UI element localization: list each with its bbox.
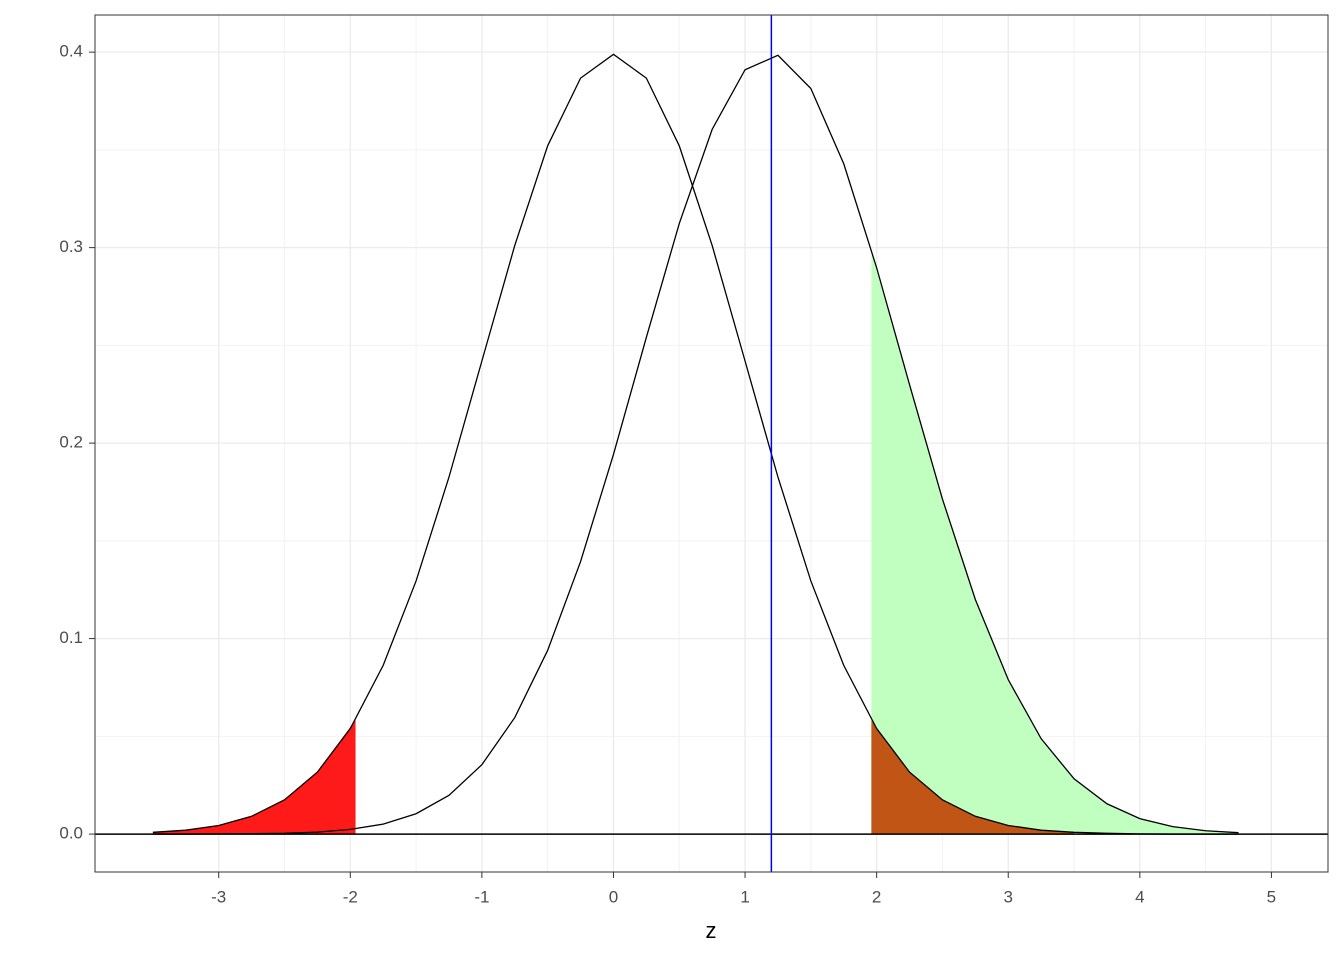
x-tick-label: 1: [740, 887, 749, 906]
area: [152, 719, 356, 835]
x-tick-label: 2: [872, 887, 881, 906]
area: [871, 249, 1239, 835]
density-line: [152, 53, 1239, 835]
x-tick-label: -1: [474, 887, 489, 906]
y-tick-label: 0.0: [59, 824, 83, 843]
area: [871, 719, 1075, 835]
x-axis-title: z: [706, 918, 717, 943]
x-tick-label: 5: [1267, 887, 1276, 906]
x-tick-label: -2: [343, 887, 358, 906]
panel-border: [94, 14, 1329, 873]
x-tick-label: 3: [1004, 887, 1013, 906]
x-tick-label: -3: [211, 887, 226, 906]
density-line: [152, 54, 1239, 835]
x-tick-label: 0: [609, 887, 618, 906]
y-tick-label: 0.2: [59, 433, 83, 452]
x-tick-label: 4: [1135, 887, 1144, 906]
y-tick-label: 0.4: [59, 42, 83, 61]
y-tick-label: 0.3: [59, 237, 83, 256]
y-tick-label: 0.1: [59, 628, 83, 647]
